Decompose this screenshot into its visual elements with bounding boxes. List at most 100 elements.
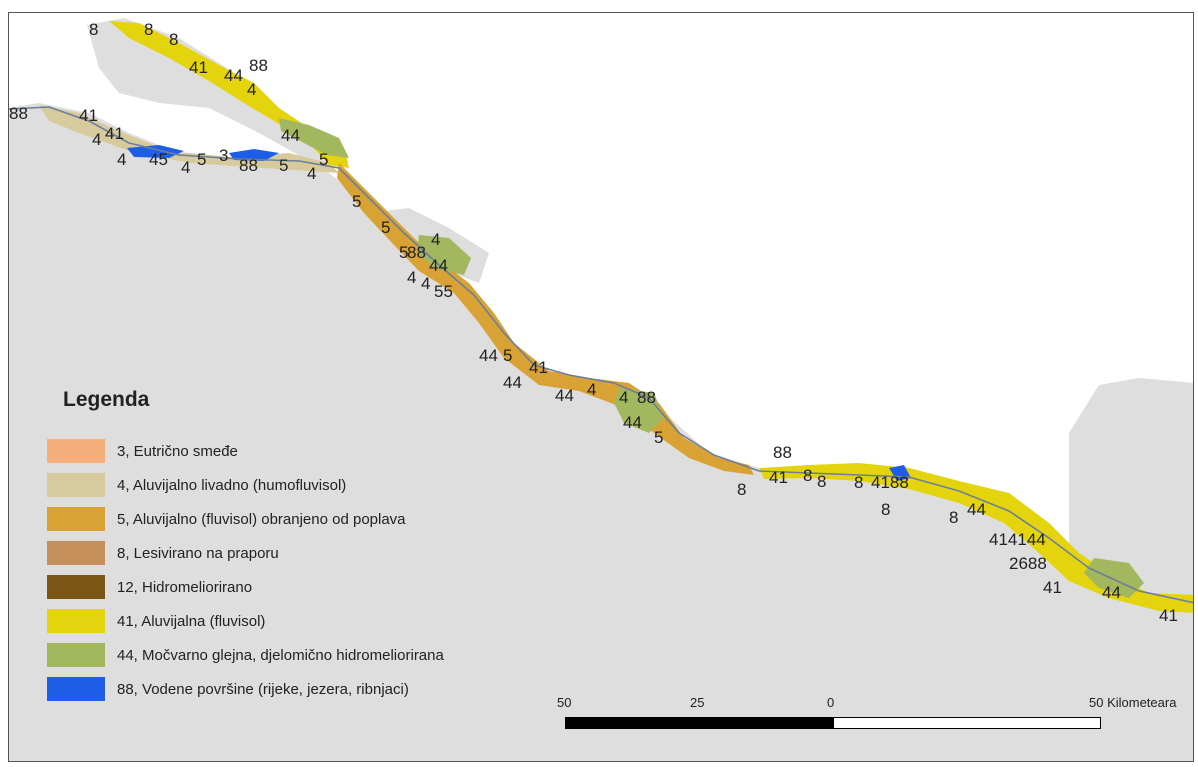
soil-strip-green-mid2 — [614, 388, 664, 433]
legend-label-5: 5, Aluvijalno (fluvisol) obranjeno od po… — [117, 510, 406, 528]
legend-item-4: 4, Aluvijalno livadno (humofluvisol) — [37, 468, 557, 502]
map-label: 4 — [181, 158, 190, 177]
map-label: 8 — [817, 472, 826, 491]
scale-tick-50-left: 50 — [557, 695, 572, 710]
map-label: 5 — [197, 150, 206, 169]
map-label: 8 — [89, 20, 98, 39]
map-label: 41 — [79, 106, 98, 125]
scale-segment-white — [833, 717, 1101, 729]
legend-swatch-88 — [47, 677, 105, 701]
scale-tick-50-right: 50 Kilometeara — [1089, 695, 1177, 710]
legend-swatch-12 — [47, 575, 105, 599]
legend-swatch-41 — [47, 609, 105, 633]
map-label: 8 — [169, 30, 178, 49]
map-label: 4 — [307, 164, 316, 183]
legend-swatch-5 — [47, 507, 105, 531]
map-label: 41 — [529, 358, 548, 377]
soil-strip-east — [759, 463, 1193, 613]
map-label: 4 — [587, 380, 596, 399]
scale-tick-0: 0 — [827, 695, 835, 710]
soil-strip-north — [109, 21, 349, 168]
map-label: 44 — [1102, 583, 1121, 602]
map-label: 4 — [407, 268, 416, 287]
map-label: 44 — [623, 413, 642, 432]
map-label: 44 — [429, 256, 448, 275]
legend-swatch-3 — [47, 439, 105, 463]
legend-item-5: 5, Aluvijalno (fluvisol) obranjeno od po… — [37, 502, 557, 536]
river-line — [9, 106, 1193, 604]
map-label: 4 — [247, 80, 256, 99]
map-label: 44 — [479, 346, 498, 365]
water-body-west — [127, 145, 184, 158]
map-label: 5 — [654, 428, 663, 447]
map-label: 41 — [769, 468, 788, 487]
soil-strip-green-mid — [417, 235, 471, 275]
map-label: 5 — [381, 218, 390, 237]
map-label: 5 — [399, 243, 408, 262]
map-label: 5 — [279, 156, 288, 175]
map-label: 2688 — [1009, 554, 1047, 573]
map-label: 88 — [239, 156, 258, 175]
map-label: 41 — [1159, 606, 1178, 625]
legend-label-4: 4, Aluvijalno livadno (humofluvisol) — [117, 476, 347, 494]
map-label: 8 — [881, 500, 890, 519]
map-label: 8 — [144, 20, 153, 39]
map-label: 44 — [281, 126, 300, 145]
map-label: 45 — [149, 150, 168, 169]
legend-swatch-44 — [47, 643, 105, 667]
map-label: 414144 — [989, 530, 1046, 549]
map-label: 44 — [967, 500, 986, 519]
soil-strip-green-east — [1084, 558, 1144, 598]
map-label: 8 — [854, 473, 863, 492]
legend-label-41: 41, Aluvijalna (fluvisol) — [117, 612, 266, 630]
legend-item-41: 41, Aluvijalna (fluvisol) — [37, 604, 557, 638]
map-label: 4188 — [871, 473, 909, 492]
map-label: 4 — [421, 274, 430, 293]
legend-item-44: 44, Močvarno glejna, djelomično hidromel… — [37, 638, 557, 672]
legend: Legenda 3, Eutrično smeđe 4, Aluvijalno … — [37, 388, 557, 706]
legend-item-12: 12, Hidromeliorirano — [37, 570, 557, 604]
water-body-mid — [229, 149, 279, 161]
map-label: 5 — [319, 150, 328, 169]
legend-label-12: 12, Hidromeliorirano — [117, 578, 253, 596]
land-area — [9, 103, 1193, 761]
map-label: 3 — [219, 146, 228, 165]
map-label: 55 — [434, 282, 453, 301]
map-label: 8 — [737, 480, 746, 499]
map-label: 88 — [637, 388, 656, 407]
legend-item-3: 3, Eutrično smeđe — [37, 434, 557, 468]
legend-swatch-4 — [47, 473, 105, 497]
legend-label-3: 3, Eutrično smeđe — [117, 442, 238, 460]
map-label: 44 — [224, 66, 243, 85]
map-label: 88 — [249, 56, 268, 75]
map-label: 88 — [773, 443, 792, 462]
map-label: 4 — [619, 388, 628, 407]
soil-strip-green-north — [279, 118, 349, 158]
map-label: 88 — [407, 243, 426, 262]
map-label: 4 — [92, 130, 101, 149]
map-label: 8 — [803, 466, 812, 485]
scale-bar: 50 25 0 50 Kilometeara — [557, 695, 1177, 745]
legend-label-88: 88, Vodene površine (rijeke, jezera, rib… — [117, 680, 409, 698]
map-label: 4 — [431, 230, 440, 249]
scale-tick-25: 25 — [690, 695, 705, 710]
map-label: 44 — [503, 373, 522, 392]
legend-swatch-8 — [47, 541, 105, 565]
legend-item-8: 8, Lesivirano na praporu — [37, 536, 557, 570]
map-label: 5 — [352, 192, 361, 211]
map-label: 41 — [1043, 578, 1062, 597]
map-label: 8 — [949, 508, 958, 527]
map-label: 5 — [503, 346, 512, 365]
map-label: 41 — [189, 58, 208, 77]
scale-segment-black — [565, 717, 833, 729]
legend-label-44: 44, Močvarno glejna, djelomično hidromel… — [117, 646, 444, 664]
map-label: 41 — [105, 124, 124, 143]
legend-item-88: 88, Vodene površine (rijeke, jezera, rib… — [37, 672, 557, 706]
legend-title: Legenda — [63, 388, 150, 411]
map-label: 88 — [9, 104, 28, 123]
map-frame: 8 8 8 41 44 88 4 88 41 4 41 4 45 4 5 3 88 5 5 4 44 5 5 5 88 4 44 4 4… — [8, 12, 1194, 762]
map-label: 4 — [117, 150, 126, 169]
legend-label-8: 8, Lesivirano na praporu — [117, 544, 279, 562]
